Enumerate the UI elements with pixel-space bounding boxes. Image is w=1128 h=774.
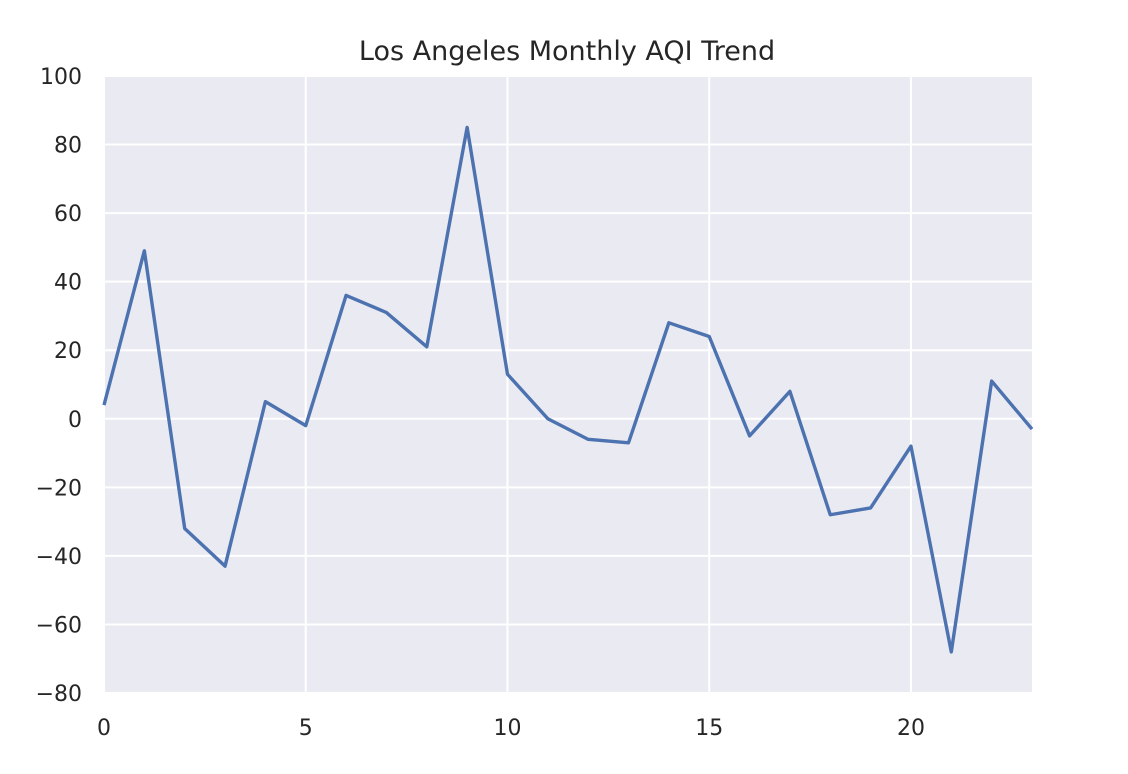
y-tick-label: 0: [68, 408, 82, 433]
x-tick-label: 10: [493, 716, 521, 741]
y-tick-label: −80: [36, 682, 82, 707]
y-tick-label: 100: [40, 65, 82, 90]
y-axis-tick-labels: −80 −60 −40 −20 0 20 40 60 80 100: [36, 65, 82, 707]
plot-background: [104, 76, 1032, 693]
series-line-0: [102, 125, 1034, 654]
x-axis-tick-labels: 0 5 10 15 20: [97, 716, 925, 741]
chart-title: Los Angeles Monthly AQI Trend: [359, 36, 775, 67]
x-tick-label: 20: [897, 716, 925, 741]
y-tick-label: −60: [36, 613, 82, 638]
series-layer: [102, 125, 1034, 654]
y-tick-label: 80: [54, 134, 82, 159]
y-tick-label: 20: [54, 339, 82, 364]
x-tick-label: 0: [97, 716, 111, 741]
y-tick-label: 60: [54, 202, 82, 227]
y-tick-label: −40: [36, 545, 82, 570]
y-tick-label: −20: [36, 476, 82, 501]
y-tick-label: 40: [54, 271, 82, 296]
grid-lines: [103, 75, 1032, 694]
x-tick-label: 5: [299, 716, 313, 741]
x-tick-label: 15: [695, 716, 723, 741]
